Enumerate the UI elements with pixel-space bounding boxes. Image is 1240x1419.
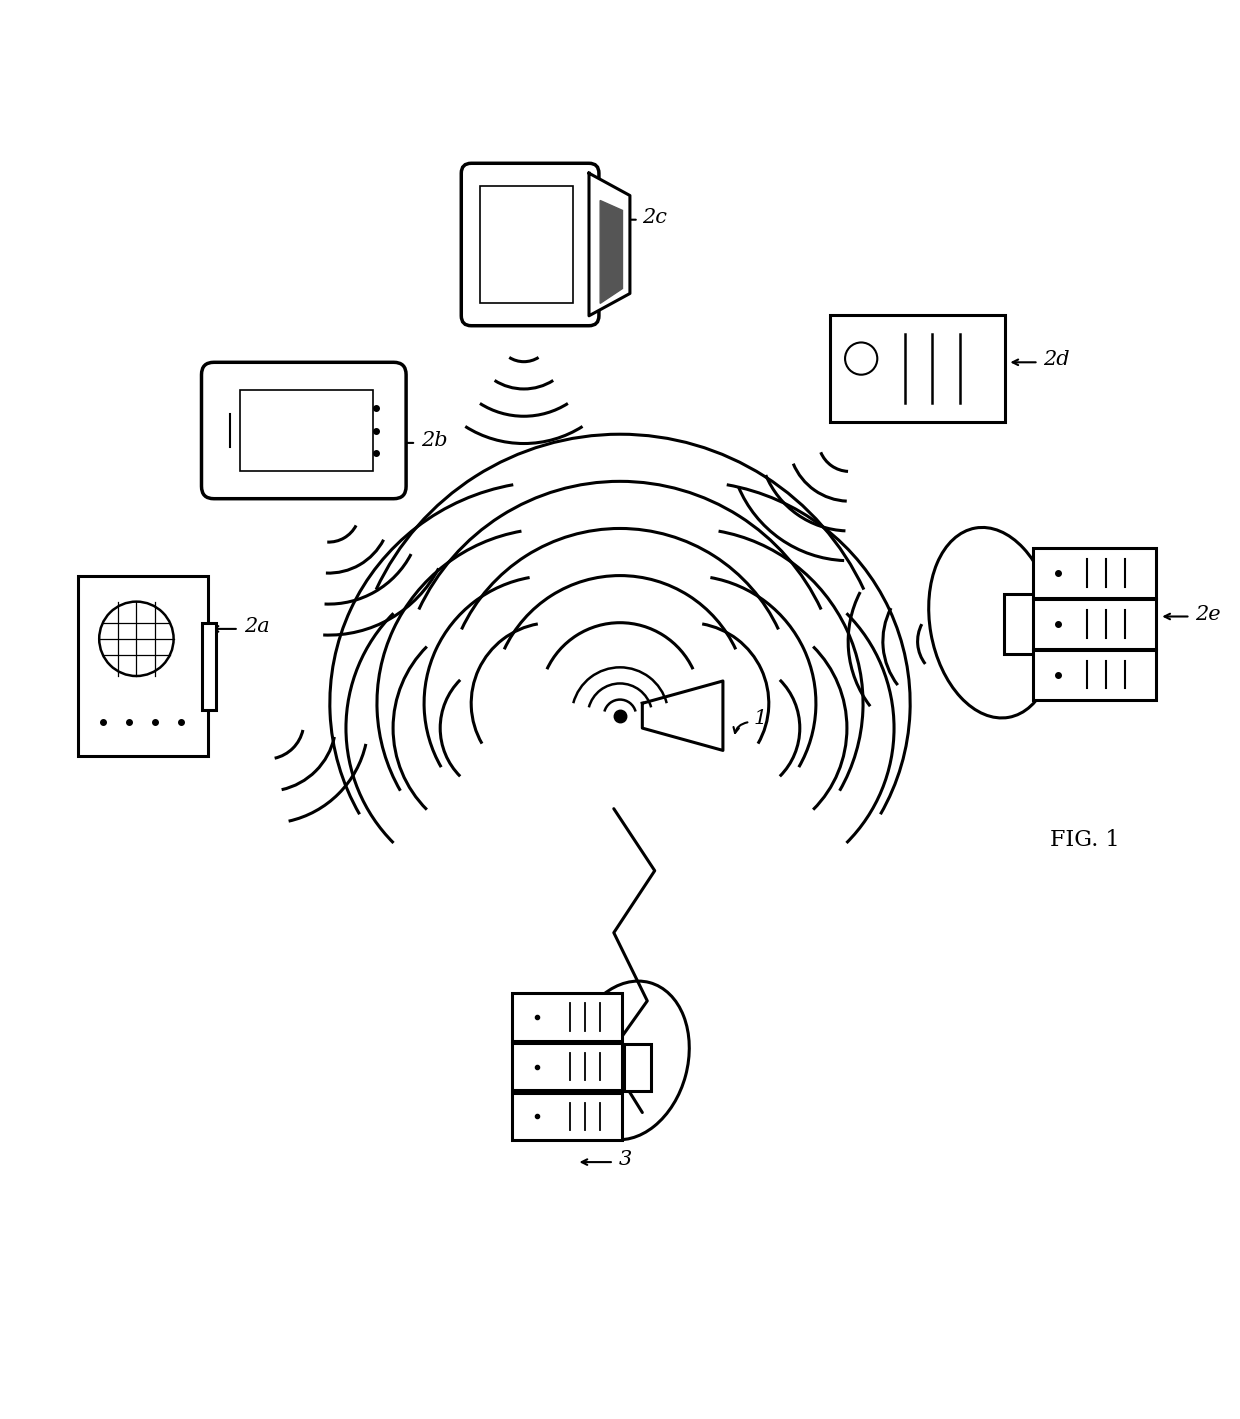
Polygon shape xyxy=(589,173,630,316)
FancyBboxPatch shape xyxy=(239,390,372,471)
Text: 2a: 2a xyxy=(243,617,269,636)
Polygon shape xyxy=(600,200,622,304)
Text: 2c: 2c xyxy=(642,207,667,227)
FancyBboxPatch shape xyxy=(831,315,1004,421)
FancyBboxPatch shape xyxy=(1033,548,1156,597)
FancyBboxPatch shape xyxy=(512,1043,622,1090)
FancyBboxPatch shape xyxy=(512,1093,622,1139)
FancyBboxPatch shape xyxy=(461,163,599,326)
Polygon shape xyxy=(642,681,723,751)
Text: 3: 3 xyxy=(619,1151,632,1169)
FancyBboxPatch shape xyxy=(1033,599,1156,648)
Text: FIG. 1: FIG. 1 xyxy=(1050,829,1120,851)
FancyBboxPatch shape xyxy=(624,1044,651,1091)
FancyBboxPatch shape xyxy=(77,576,207,756)
Text: 1: 1 xyxy=(754,708,768,728)
Ellipse shape xyxy=(568,981,689,1139)
FancyBboxPatch shape xyxy=(1033,650,1156,700)
Text: 2e: 2e xyxy=(1195,604,1221,623)
FancyBboxPatch shape xyxy=(201,362,405,498)
FancyBboxPatch shape xyxy=(1004,595,1039,654)
FancyBboxPatch shape xyxy=(201,623,217,710)
FancyBboxPatch shape xyxy=(480,186,573,304)
FancyBboxPatch shape xyxy=(512,993,622,1040)
Text: 2d: 2d xyxy=(1044,350,1070,369)
Ellipse shape xyxy=(929,528,1055,718)
Text: 2b: 2b xyxy=(422,431,448,450)
